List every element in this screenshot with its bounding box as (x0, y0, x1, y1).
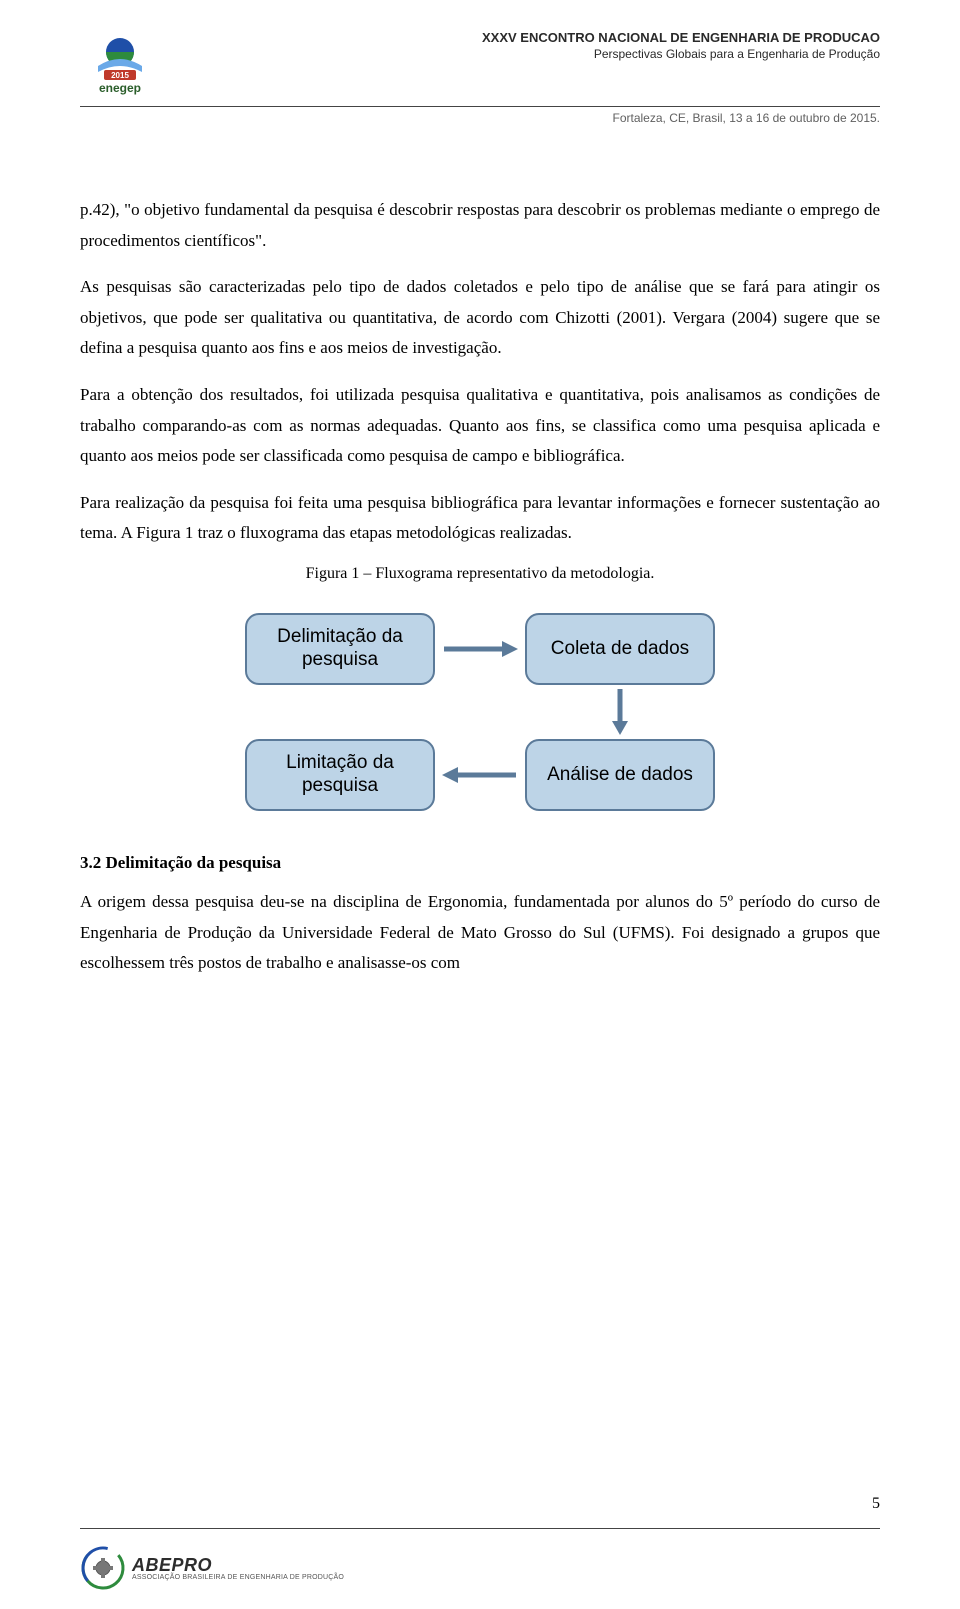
flowchart-arrow-down (520, 687, 720, 737)
header-subtitle: Perspectivas Globais para a Engenharia d… (160, 47, 880, 61)
flowchart-node-delimitacao: Delimitação da pesquisa (245, 613, 435, 685)
footer-divider (80, 1528, 880, 1529)
abepro-logo-title: ABEPRO (132, 1556, 344, 1574)
abepro-logo: ABEPRO ASSOCIAÇÃO BRASILEIRA DE ENGENHAR… (80, 1545, 344, 1591)
header-text-block: XXXV ENCONTRO NACIONAL DE ENGENHARIA DE … (160, 30, 880, 61)
logo-short-text: enegep (99, 81, 141, 95)
arrow-down-icon (608, 687, 632, 737)
arrow-left-icon (440, 763, 520, 787)
paragraph-3: Para a obtenção dos resultados, foi util… (80, 380, 880, 472)
flowchart-node-limitacao: Limitação da pesquisa (245, 739, 435, 811)
heading-3-2: 3.2 Delimitação da pesquisa (80, 853, 880, 873)
flowchart-arrow-left (440, 737, 520, 813)
header-title: XXXV ENCONTRO NACIONAL DE ENGENHARIA DE … (160, 30, 880, 45)
arrow-right-icon (440, 637, 520, 661)
paragraph-5: A origem dessa pesquisa deu-se na discip… (80, 887, 880, 979)
paragraph-4: Para realização da pesquisa foi feita um… (80, 488, 880, 549)
logo-year-text: 2015 (111, 71, 129, 80)
flowchart-arrow-right (440, 611, 520, 687)
abepro-logo-text: ABEPRO ASSOCIAÇÃO BRASILEIRA DE ENGENHAR… (132, 1556, 344, 1581)
flowchart-node-analise: Análise de dados (525, 739, 715, 811)
abepro-logo-icon (80, 1545, 126, 1591)
enegep-logo: 2015 enegep (80, 30, 160, 100)
page-number: 5 (872, 1495, 880, 1513)
paragraph-1: p.42), "o objetivo fundamental da pesqui… (80, 195, 880, 256)
figure-caption: Figura 1 – Fluxograma representativo da … (80, 565, 880, 583)
header-location: Fortaleza, CE, Brasil, 13 a 16 de outubr… (80, 111, 880, 125)
flowchart-node-coleta: Coleta de dados (525, 613, 715, 685)
page: 2015 enegep XXXV ENCONTRO NACIONAL DE EN… (0, 0, 960, 1609)
abepro-logo-subtitle: ASSOCIAÇÃO BRASILEIRA DE ENGENHARIA DE P… (132, 1574, 344, 1581)
header-row: 2015 enegep XXXV ENCONTRO NACIONAL DE EN… (80, 30, 880, 100)
header-divider (80, 106, 880, 107)
flowchart: Delimitação da pesquisa Coleta de dados … (240, 611, 720, 813)
paragraph-2: As pesquisas são caracterizadas pelo tip… (80, 272, 880, 364)
